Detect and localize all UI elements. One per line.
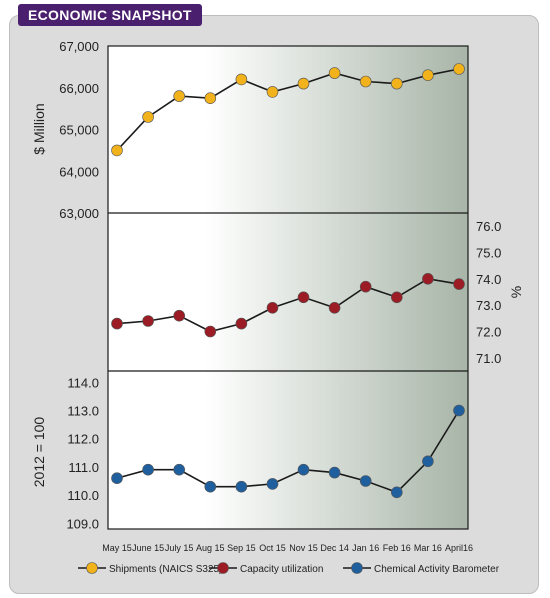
x-tick-label: Sep 15 xyxy=(227,543,256,553)
x-tick-label: Dec 14 xyxy=(320,543,349,553)
y-tick-label: 66,000 xyxy=(59,81,99,96)
data-point xyxy=(359,280,372,293)
x-tick-label: July 15 xyxy=(165,543,194,553)
y-tick-label: 64,000 xyxy=(59,164,99,179)
x-tick-label: Feb 16 xyxy=(383,543,411,553)
y-axis-label: % xyxy=(508,286,524,298)
legend-marker xyxy=(86,562,98,574)
x-tick-label: June 15 xyxy=(132,543,164,553)
y-tick-label: 111.0 xyxy=(68,460,99,475)
data-point xyxy=(266,86,279,98)
data-point xyxy=(235,317,248,330)
data-point xyxy=(297,463,310,476)
data-point xyxy=(390,486,403,499)
x-tick-label: Mar 16 xyxy=(414,543,442,553)
data-point xyxy=(204,325,217,338)
data-point xyxy=(453,278,465,290)
y-tick-label: 76.0 xyxy=(476,219,501,234)
data-point xyxy=(422,69,434,81)
x-tick-label: April16 xyxy=(445,543,473,553)
y-axis-label: $ Million xyxy=(31,103,47,154)
y-tick-label: 63,000 xyxy=(59,206,99,221)
data-point xyxy=(111,144,123,157)
y-tick-label: 65,000 xyxy=(59,123,99,138)
data-point xyxy=(266,478,279,490)
legend-label: Capacity utilization xyxy=(240,564,323,575)
data-point xyxy=(142,463,154,476)
y-tick-label: 109.0 xyxy=(66,516,99,531)
data-point xyxy=(422,455,434,468)
x-tick-label: Jan 16 xyxy=(352,543,379,553)
y-axis-label: 2012 = 100 xyxy=(31,417,47,488)
y-tick-label: 72.0 xyxy=(476,325,501,340)
data-point xyxy=(297,291,310,304)
y-tick-label: 113.0 xyxy=(67,404,99,419)
legend-item: Chemical Activity Barometer xyxy=(343,562,500,575)
y-tick-label: 75.0 xyxy=(476,246,501,261)
data-point xyxy=(173,463,185,476)
data-point xyxy=(142,315,154,327)
legend-item: Shipments (NAICS S325) xyxy=(78,562,222,575)
data-point xyxy=(235,73,248,86)
data-point xyxy=(297,77,310,90)
data-point xyxy=(453,404,465,417)
legend-marker xyxy=(351,562,363,574)
page-title: ECONOMIC SNAPSHOT xyxy=(18,4,202,26)
x-tick-label: Nov 15 xyxy=(289,543,318,553)
x-tick-label: Aug 15 xyxy=(196,543,225,553)
data-point xyxy=(173,90,185,102)
data-point xyxy=(359,75,372,88)
y-tick-label: 73.0 xyxy=(476,298,501,313)
plot-area xyxy=(108,46,468,529)
legend-marker xyxy=(217,562,229,574)
y-tick-label: 112.0 xyxy=(67,432,99,447)
y-tick-label: 114.0 xyxy=(67,375,99,390)
legend-label: Shipments (NAICS S325) xyxy=(109,564,222,575)
data-point xyxy=(266,301,279,314)
data-point xyxy=(173,309,185,322)
x-tick-label: Oct 15 xyxy=(259,543,286,553)
data-point xyxy=(111,472,123,485)
data-point xyxy=(328,67,341,79)
x-tick-label: May 15 xyxy=(102,543,132,553)
data-point xyxy=(453,63,465,75)
data-point xyxy=(390,291,403,304)
data-point xyxy=(422,272,434,285)
y-tick-label: 74.0 xyxy=(476,272,501,287)
data-point xyxy=(204,480,217,493)
y-tick-label: 67,000 xyxy=(59,39,99,54)
data-point xyxy=(235,480,248,493)
data-point xyxy=(328,301,341,314)
data-point xyxy=(204,92,217,104)
plot-border xyxy=(107,45,469,530)
legend-label: Chemical Activity Barometer xyxy=(374,564,500,575)
data-point xyxy=(111,317,123,330)
data-point xyxy=(390,77,403,90)
data-point xyxy=(359,475,372,487)
legend-item: Capacity utilization xyxy=(209,562,323,575)
data-point xyxy=(328,466,341,479)
y-tick-label: 71.0 xyxy=(476,351,501,366)
y-tick-label: 110.0 xyxy=(67,488,99,503)
data-point xyxy=(142,111,154,123)
